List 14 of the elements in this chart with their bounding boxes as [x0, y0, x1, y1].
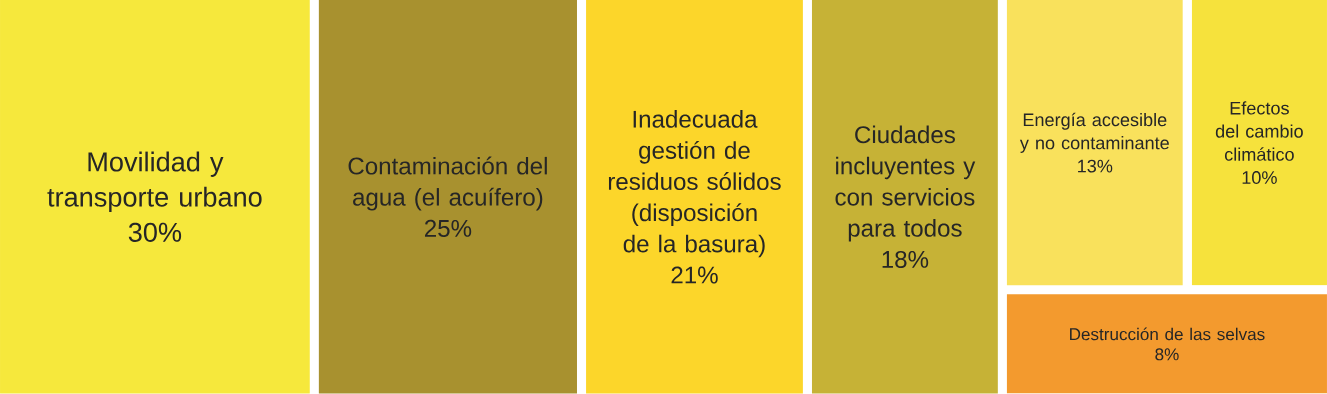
category-label: Energía accesible y no contaminante — [1019, 112, 1169, 154]
category-label: Inadecuada gestión de residuos sólidos (disposición de la basura) — [608, 110, 781, 258]
data-label: 8% — [1155, 348, 1179, 361]
data-label: 30% — [128, 222, 182, 243]
data-label: 21% — [671, 266, 718, 284]
data-label: 13% — [1078, 159, 1113, 173]
category-label: Contaminación del agua (el acuífero) — [348, 156, 547, 211]
category-label: Ciudades incluyentes y con servicios para todos — [835, 125, 976, 242]
category-label: Efectos del cambio climático — [1215, 101, 1303, 162]
data-label: 25% — [424, 220, 472, 238]
category-label: Destrucción de las selvas — [1070, 327, 1265, 341]
data-label: 18% — [882, 251, 929, 269]
data-label: 10% — [1242, 171, 1277, 185]
category-label: Movilidad y transporte urbano — [47, 151, 262, 213]
